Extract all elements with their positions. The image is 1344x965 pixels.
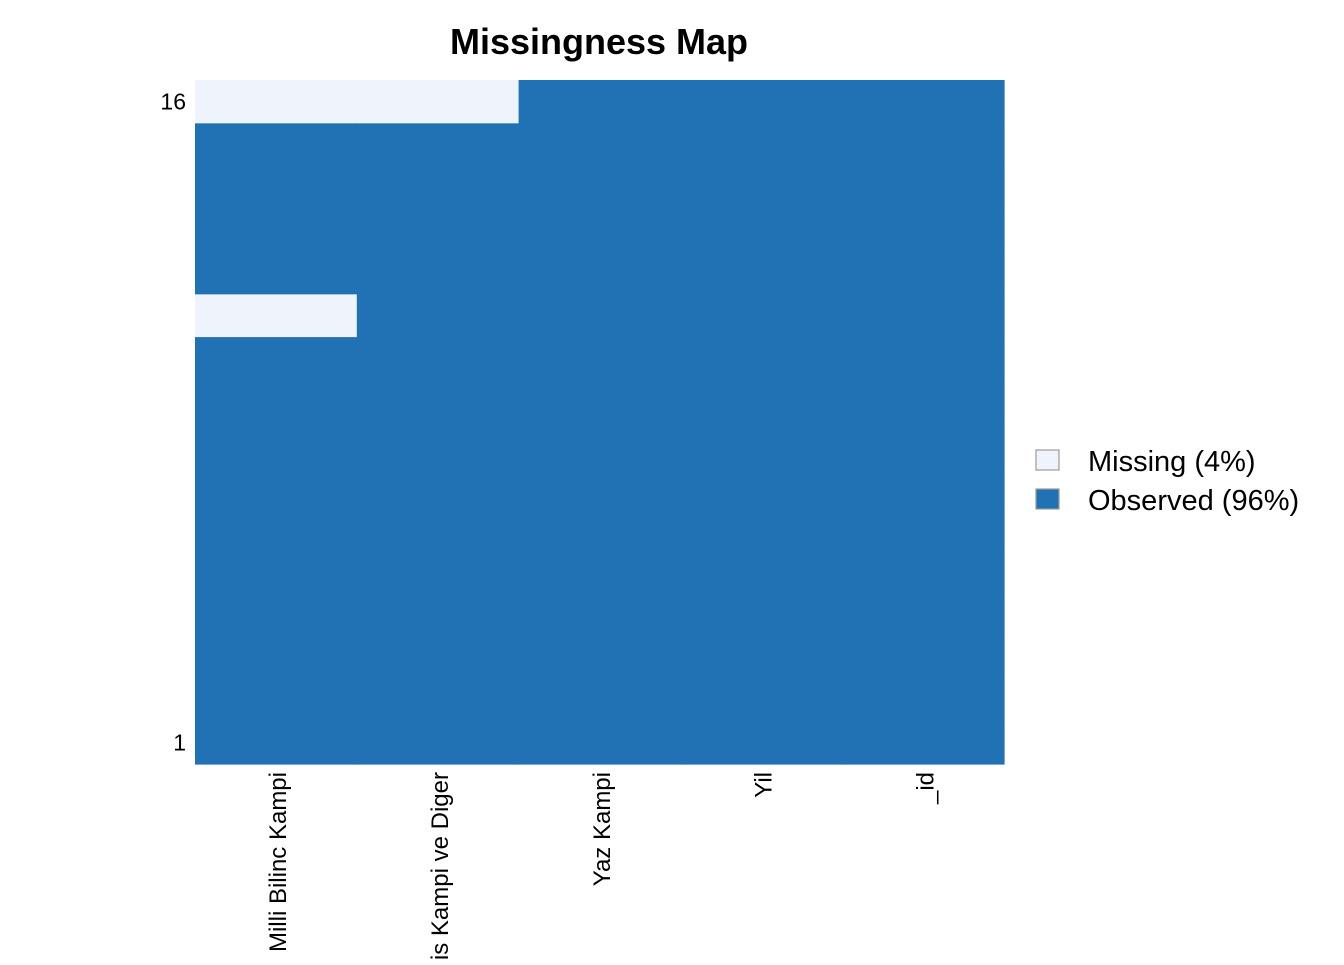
observed-cell-yaz-kampi-row-4: [518, 593, 681, 637]
x-tick-label-yaz-kampi: Yaz Kampi: [589, 772, 616, 886]
observed-cell-id-row-7: [842, 464, 1005, 509]
observed-cell-kis-kampi-ve-diger-row-11: [356, 293, 520, 338]
y-axis-labels: 1 16: [160, 88, 186, 755]
observed-cell-id-row-1: [842, 721, 1005, 765]
observed-cell-milli-bilinc-kampi-row-13: [195, 208, 358, 252]
observed-cell-id-row-14: [842, 165, 1005, 209]
observed-cell-yil-row-15: [680, 122, 843, 167]
observed-cell-id-row-6: [842, 507, 1005, 551]
y-tick-label-1: 1: [173, 730, 186, 756]
observed-cell-yaz-kampi-row-11: [518, 293, 681, 338]
observed-cell-yil-row-11: [680, 293, 843, 338]
legend-label-observed-96: Observed (96%): [1088, 485, 1299, 517]
observed-cell-milli-bilinc-kampi-row-2: [195, 678, 358, 722]
observed-cell-kis-kampi-ve-diger-row-1: [356, 721, 520, 765]
observed-cell-milli-bilinc-kampi-row-7: [195, 464, 358, 509]
observed-cell-milli-bilinc-kampi-row-14: [195, 165, 358, 209]
observed-cell-kis-kampi-ve-diger-row-10: [356, 336, 520, 380]
observed-cell-milli-bilinc-kampi-row-10: [195, 336, 358, 380]
observed-cell-yaz-kampi-row-1: [518, 721, 681, 765]
x-tick-label-id: _id: [912, 772, 939, 805]
observed-cell-yil-row-14: [680, 165, 843, 209]
observed-cell-milli-bilinc-kampi-row-15: [195, 122, 358, 167]
observed-cell-yaz-kampi-row-8: [518, 422, 681, 466]
observed-cell-yil-row-16: [680, 80, 843, 124]
observed-cell-kis-kampi-ve-diger-row-4: [356, 593, 520, 637]
observed-cell-yil-row-12: [680, 251, 843, 295]
missing-cell-milli-bilinc-kampi-row-16: [195, 80, 358, 124]
observed-cell-yaz-kampi-row-6: [518, 507, 681, 551]
observed-cell-id-row-3: [842, 635, 1005, 680]
legend: Missing (4%) Observed (96%): [1035, 446, 1299, 517]
observed-cell-kis-kampi-ve-diger-row-12: [356, 251, 520, 295]
observed-cell-milli-bilinc-kampi-row-12: [195, 251, 358, 295]
x-axis-labels: Milli Bilinc Kampi Kis Kampi ve Diger Yaz …: [265, 772, 939, 965]
observed-cell-kis-kampi-ve-diger-row-7: [356, 464, 520, 509]
observed-cell-id-row-9: [842, 379, 1005, 423]
observed-cell-kis-kampi-ve-diger-row-15: [356, 122, 520, 167]
observed-cell-milli-bilinc-kampi-row-3: [195, 635, 358, 680]
observed-cell-milli-bilinc-kampi-row-5: [195, 550, 358, 594]
observed-cell-kis-kampi-ve-diger-row-9: [356, 379, 520, 423]
observed-cell-id-row-4: [842, 593, 1005, 637]
x-tick-label-milli-bilinc-kampi: Milli Bilinc Kampi: [265, 772, 292, 952]
missing-cell-milli-bilinc-kampi-row-11: [195, 293, 358, 338]
observed-cell-yaz-kampi-row-2: [518, 678, 681, 722]
observed-cell-id-row-5: [842, 550, 1005, 594]
observed-cell-milli-bilinc-kampi-row-8: [195, 422, 358, 466]
observed-cell-yaz-kampi-row-3: [518, 635, 681, 680]
observed-cell-milli-bilinc-kampi-row-4: [195, 593, 358, 637]
legend-swatch-missing-4: [1035, 449, 1060, 471]
plot-area: [195, 80, 1005, 765]
observed-cell-yaz-kampi-row-10: [518, 336, 681, 380]
observed-cell-yil-row-6: [680, 507, 843, 551]
observed-cell-yaz-kampi-row-7: [518, 464, 681, 509]
missing-cell-kis-kampi-ve-diger-row-16: [356, 80, 520, 124]
observed-cell-yaz-kampi-row-5: [518, 550, 681, 594]
observed-cell-yaz-kampi-row-16: [518, 80, 681, 124]
observed-cell-yaz-kampi-row-9: [518, 379, 681, 423]
observed-cell-yil-row-5: [680, 550, 843, 594]
observed-cell-yil-row-2: [680, 678, 843, 722]
observed-cell-yil-row-1: [680, 721, 843, 765]
observed-cell-yaz-kampi-row-13: [518, 208, 681, 252]
observed-cell-yil-row-13: [680, 208, 843, 252]
observed-cell-id-row-12: [842, 251, 1005, 295]
observed-cell-yaz-kampi-row-14: [518, 165, 681, 209]
observed-cell-kis-kampi-ve-diger-row-13: [356, 208, 520, 252]
observed-cell-kis-kampi-ve-diger-row-2: [356, 678, 520, 722]
legend-label-missing-4: Missing (4%): [1088, 446, 1256, 478]
observed-cell-id-row-2: [842, 678, 1005, 722]
observed-cell-yil-row-3: [680, 635, 843, 680]
observed-cell-id-row-11: [842, 293, 1005, 338]
observed-cell-id-row-16: [842, 80, 1005, 124]
legend-swatch-observed-96: [1035, 488, 1060, 510]
observed-cell-id-row-15: [842, 122, 1005, 167]
chart-title: Missingness Map: [450, 21, 748, 62]
observed-cell-yil-row-10: [680, 336, 843, 380]
observed-cell-kis-kampi-ve-diger-row-14: [356, 165, 520, 209]
observed-cell-kis-kampi-ve-diger-row-5: [356, 550, 520, 594]
observed-cell-yil-row-7: [680, 464, 843, 509]
y-tick-label-16: 16: [160, 88, 186, 114]
observed-cell-kis-kampi-ve-diger-row-8: [356, 422, 520, 466]
observed-cell-yil-row-9: [680, 379, 843, 423]
observed-cell-kis-kampi-ve-diger-row-6: [356, 507, 520, 551]
observed-cell-milli-bilinc-kampi-row-1: [195, 721, 358, 765]
observed-cell-milli-bilinc-kampi-row-9: [195, 379, 358, 423]
observed-cell-id-row-10: [842, 336, 1005, 380]
observed-cell-id-row-8: [842, 422, 1005, 466]
observed-cell-yil-row-4: [680, 593, 843, 637]
observed-cell-kis-kampi-ve-diger-row-3: [356, 635, 520, 680]
observed-cell-yaz-kampi-row-12: [518, 251, 681, 295]
observed-cell-id-row-13: [842, 208, 1005, 252]
observed-cell-yaz-kampi-row-15: [518, 122, 681, 167]
x-tick-label-kis-kampi-ve-diger: Kis Kampi ve Diger: [427, 772, 454, 960]
observed-cell-milli-bilinc-kampi-row-6: [195, 507, 358, 551]
x-tick-label-yil: Yil: [751, 772, 778, 798]
observed-cell-yil-row-8: [680, 422, 843, 466]
